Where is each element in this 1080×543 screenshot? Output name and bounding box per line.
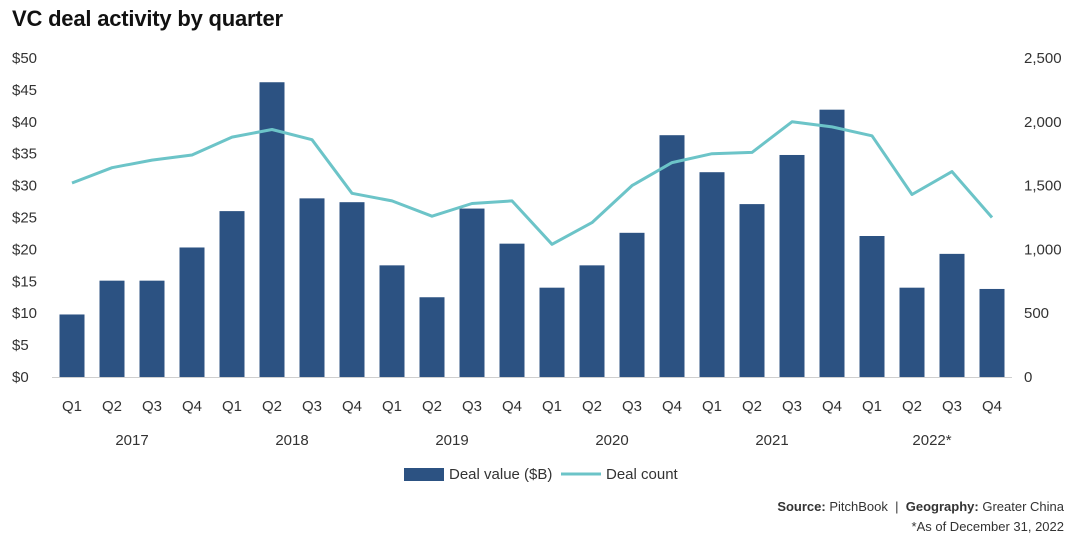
left-tick-label: $25 [12, 210, 37, 227]
x-tick-label: Q4 [982, 398, 1002, 415]
right-tick-label: 0 [1024, 369, 1032, 386]
footer-separator: | [895, 499, 899, 514]
bar [619, 232, 645, 377]
right-tick-label: 2,500 [1024, 50, 1062, 67]
deal-count-line [71, 120, 994, 246]
x-tick-label: Q2 [102, 398, 122, 415]
x-tick-label: Q3 [942, 398, 962, 415]
year-label: 2017 [115, 432, 148, 449]
bar [219, 211, 245, 377]
x-tick-label: Q3 [462, 398, 482, 415]
bar [139, 280, 165, 377]
x-tick-label: Q2 [902, 398, 922, 415]
bar [259, 82, 285, 377]
legend-bar-label: Deal value ($B) [449, 466, 552, 483]
bar [99, 280, 125, 377]
legend-line-label: Deal count [606, 466, 679, 483]
bar [699, 172, 725, 377]
x-tick-label: Q1 [62, 398, 82, 415]
year-label: 2022* [912, 432, 951, 449]
x-tick-label: Q1 [222, 398, 242, 415]
right-tick-label: 500 [1024, 305, 1049, 322]
line-series [71, 120, 994, 246]
left-tick-label: $35 [12, 146, 37, 163]
left-tick-label: $0 [12, 369, 29, 386]
right-tick-label: 1,000 [1024, 241, 1062, 258]
bar [459, 208, 485, 377]
x-tick-label: Q4 [662, 398, 682, 415]
x-tick-label: Q2 [742, 398, 762, 415]
left-tick-label: $45 [12, 82, 37, 99]
x-tick-label: Q3 [622, 398, 642, 415]
source-value: PitchBook [829, 499, 888, 514]
left-tick-label: $10 [12, 305, 37, 322]
legend: Deal value ($B) Deal count [404, 466, 679, 483]
footnote: *As of December 31, 2022 [911, 519, 1064, 534]
bar-series [59, 82, 1005, 377]
x-tick-label: Q4 [822, 398, 842, 415]
year-label: 2020 [595, 432, 628, 449]
left-tick-label: $5 [12, 337, 29, 354]
x-tick-label: Q1 [702, 398, 722, 415]
x-tick-label: Q1 [382, 398, 402, 415]
bar [419, 297, 445, 377]
right-tick-label: 1,500 [1024, 178, 1062, 195]
bar [299, 198, 325, 377]
chart-title: VC deal activity by quarter [12, 6, 283, 31]
x-tick-label: Q2 [262, 398, 282, 415]
right-tick-label: 2,000 [1024, 114, 1062, 131]
x-tick-label: Q3 [782, 398, 802, 415]
x-tick-label: Q2 [582, 398, 602, 415]
right-axis: 0 500 1,000 1,500 2,000 2,500 [1024, 50, 1062, 386]
x-tick-label: Q4 [182, 398, 202, 415]
bar [819, 109, 845, 377]
x-tick-label: Q4 [502, 398, 522, 415]
x-tick-label: Q1 [542, 398, 562, 415]
x-tick-label: Q3 [302, 398, 322, 415]
x-tick-label: Q2 [422, 398, 442, 415]
year-label: 2018 [275, 432, 308, 449]
year-label: 2019 [435, 432, 468, 449]
bar [59, 314, 85, 377]
source-line: Source: PitchBook | Geography: Greater C… [777, 497, 1064, 517]
left-tick-label: $15 [12, 273, 37, 290]
left-axis: $0 $5 $10 $15 $20 $25 $30 $35 $40 $45 $50 [12, 50, 37, 386]
x-axis: Q1 Q2 Q3 Q4 Q1 Q2 Q3 Q4 Q1 Q2 Q3 Q4 Q1 Q2 Q3 Q4 Q1 Q2 Q3 Q4… [52, 377, 1012, 449]
bar [739, 204, 765, 377]
x-tick-label: Q4 [342, 398, 362, 415]
bar [539, 287, 565, 377]
bar [659, 135, 685, 377]
geography-value: Greater China [982, 499, 1064, 514]
bar [899, 287, 925, 377]
x-tick-label: Q1 [862, 398, 882, 415]
bar [779, 154, 805, 377]
x-tick-label: Q3 [142, 398, 162, 415]
left-tick-label: $20 [12, 241, 37, 258]
left-tick-label: $30 [12, 178, 37, 195]
left-tick-label: $50 [12, 50, 37, 67]
year-label: 2021 [755, 432, 788, 449]
bar [859, 236, 885, 377]
bar [379, 265, 405, 377]
bar [579, 265, 605, 377]
bar [499, 243, 525, 377]
geography-label: Geography: [905, 499, 979, 514]
footer: Source: PitchBook | Geography: Greater C… [777, 497, 1064, 537]
legend-bar-swatch [404, 468, 444, 481]
source-label: Source: [777, 499, 826, 514]
bar [979, 288, 1005, 377]
bar [339, 202, 365, 377]
bar [179, 247, 205, 377]
bar [939, 253, 965, 377]
left-tick-label: $40 [12, 114, 37, 131]
